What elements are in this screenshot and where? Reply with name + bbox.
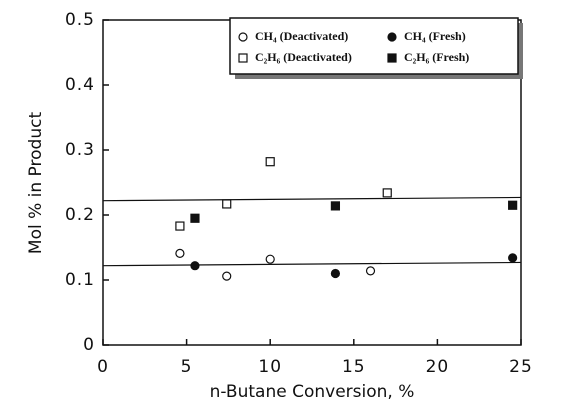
- point: [265, 157, 275, 167]
- x-tick-label: 5: [181, 357, 193, 377]
- point: [190, 213, 200, 223]
- legend-marker: [387, 32, 397, 42]
- legend-label: CH₄ (Fresh): [404, 29, 466, 43]
- fit-line: [102, 261, 522, 267]
- y-tick-label: 0.3: [65, 140, 95, 160]
- legend-marker: [387, 53, 397, 63]
- legend-label: CH₄ (Deactivated): [255, 29, 348, 43]
- point: [508, 253, 518, 263]
- point: [330, 268, 341, 279]
- point: [175, 221, 185, 231]
- legend-marker: [238, 32, 248, 42]
- legend-label: C₂H₆ (Deactivated): [255, 50, 352, 64]
- y-tick-label: 0.5: [65, 10, 95, 30]
- legend-marker: [238, 53, 248, 63]
- legend-label: C₂H₆ (Fresh): [404, 50, 469, 64]
- y-axis-label: Mol % in Product: [26, 112, 46, 255]
- y-tick-label: 0: [83, 335, 95, 355]
- point: [382, 188, 392, 198]
- point: [175, 248, 185, 258]
- point: [190, 261, 200, 271]
- point: [222, 271, 232, 281]
- point: [330, 201, 341, 211]
- fit-line: [102, 196, 522, 202]
- x-tick-label: 0: [97, 357, 109, 377]
- x-tick-label: 10: [258, 357, 282, 377]
- x-tick-label: 15: [342, 357, 366, 377]
- x-axis-label: n-Butane Conversion, %: [210, 382, 415, 402]
- legend-box: [229, 17, 519, 75]
- point: [365, 266, 376, 276]
- y-tick-label: 0.4: [65, 75, 95, 95]
- x-tick-label: 20: [426, 357, 450, 377]
- point: [508, 200, 518, 210]
- y-tick-label: 0.1: [65, 270, 95, 290]
- y-tick-label: 0.2: [65, 205, 95, 225]
- point: [265, 254, 275, 264]
- x-tick-label: 25: [509, 357, 533, 377]
- legend: CH₄ (Deactivated) CH₄ (Fresh) C₂H₆ (Deacti…: [229, 17, 523, 79]
- point: [222, 199, 232, 209]
